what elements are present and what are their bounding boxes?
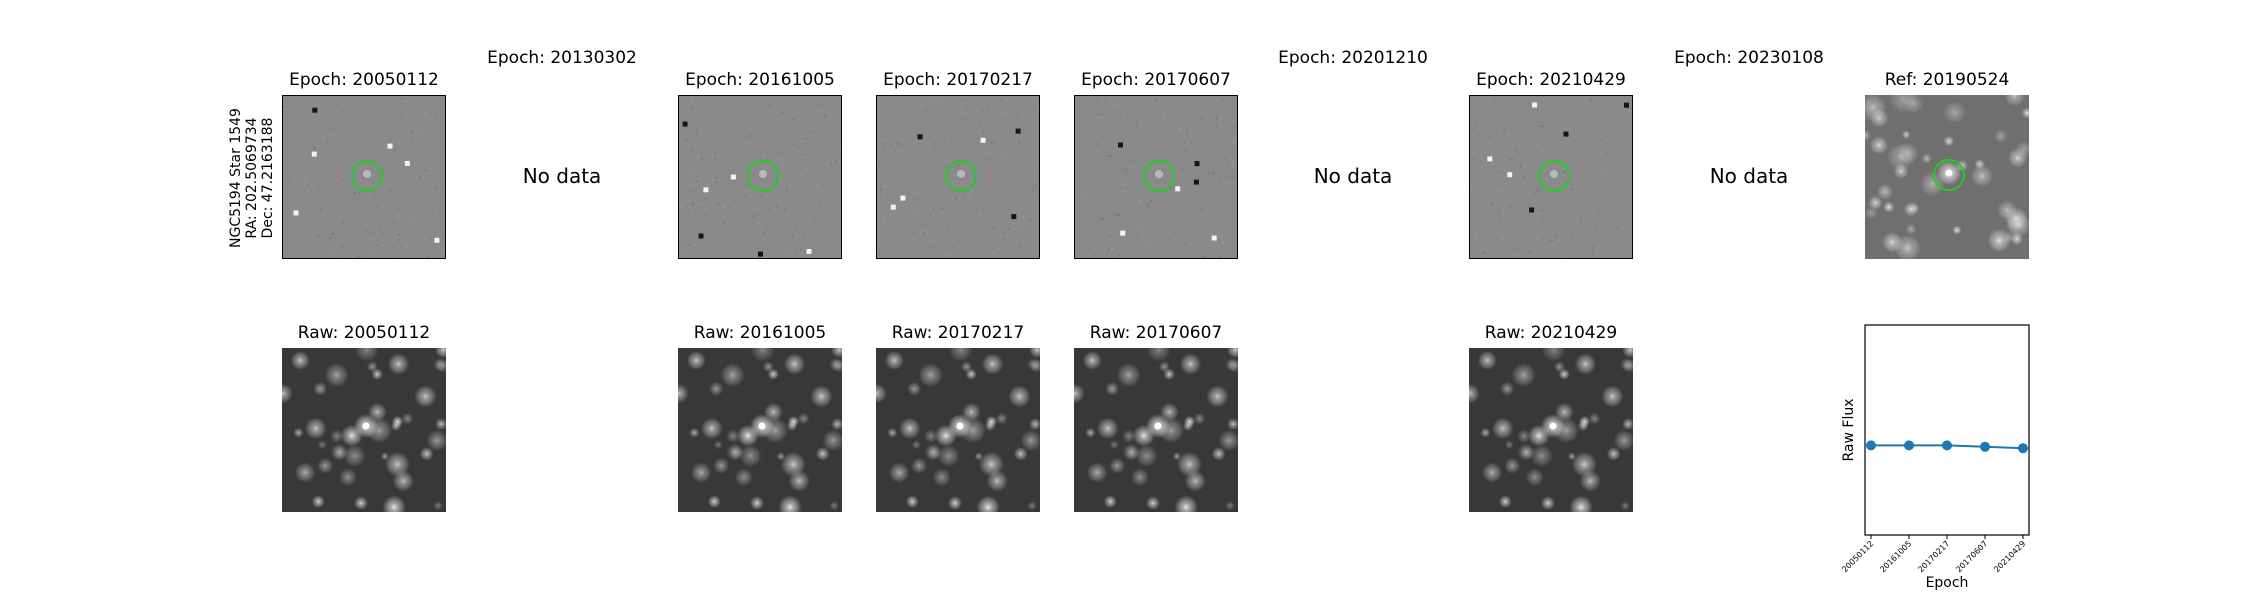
target-label: NGC5194 Star 1549 RA: 202.5069734 Dec: 4… [228, 108, 276, 248]
flux-chart: 20050112 20161005 20170217 20170607 20210429… [1840, 324, 2030, 591]
raw-image-panel [1469, 348, 1633, 512]
epoch-title: Epoch: 20170217 [883, 70, 1033, 90]
flux-point [1904, 440, 1914, 451]
chart-axes-frame [1864, 324, 2030, 536]
diff-image [679, 96, 841, 258]
reference-image-panel [1865, 95, 2029, 259]
raw-image [876, 348, 1040, 512]
flux-point [1980, 441, 1990, 452]
raw-title: Raw: 20170217 [891, 323, 1025, 343]
x-tick-label: 20161005 [1878, 539, 1913, 574]
reference-title: Ref: 20190524 [1884, 70, 2010, 90]
diff-image [283, 96, 445, 258]
flux-point [2018, 443, 2028, 454]
x-axis-label: Epoch [1926, 575, 1969, 591]
no-data-label: No data [1313, 164, 1393, 188]
reference-image [1865, 95, 2029, 259]
x-tick-label: 20170217 [1916, 539, 1951, 574]
raw-image [1074, 348, 1238, 512]
raw-image-panel [1074, 348, 1238, 512]
raw-image-panel [678, 348, 842, 512]
flux-point [1942, 440, 1952, 451]
epoch-title: Epoch: 20161005 [685, 70, 835, 90]
raw-image-panel [282, 348, 446, 512]
raw-image [678, 348, 842, 512]
diff-image-panel [1469, 95, 1633, 259]
epoch-title: Epoch: 20130302 [487, 48, 637, 68]
diff-image-panel [678, 95, 842, 259]
y-axis-label: Raw Flux [1841, 399, 1857, 462]
raw-title: Raw: 20161005 [693, 323, 827, 343]
epoch-title: Epoch: 20210429 [1476, 70, 1626, 90]
no-data-label: No data [1709, 164, 1789, 188]
diff-image [877, 96, 1039, 258]
raw-title: Raw: 20050112 [297, 323, 431, 343]
target-ra: RA: 202.5069734 [244, 117, 260, 239]
flux-point [1866, 440, 1876, 451]
diff-image-panel [1074, 95, 1238, 259]
epoch-title: Epoch: 20050112 [289, 70, 439, 90]
epoch-title: Epoch: 20201210 [1278, 48, 1428, 68]
raw-image [282, 348, 446, 512]
epoch-title: Epoch: 20170607 [1081, 70, 1231, 90]
diff-image-panel [876, 95, 1040, 259]
diff-image [1075, 96, 1237, 258]
raw-title: Raw: 20210429 [1484, 323, 1618, 343]
diff-image [1470, 96, 1632, 258]
target-name: NGC5194 Star 1549 [228, 108, 244, 248]
raw-image-panel [876, 348, 1040, 512]
x-tick-label: 20050112 [1840, 539, 1875, 574]
no-data-label: No data [522, 164, 602, 188]
target-dec: Dec: 47.2163188 [260, 117, 276, 239]
diff-image-panel [282, 95, 446, 259]
epoch-title: Epoch: 20230108 [1674, 48, 1824, 68]
x-tick-label: 20170607 [1954, 539, 1989, 574]
raw-image [1469, 348, 1633, 512]
raw-title: Raw: 20170607 [1089, 323, 1223, 343]
x-tick-label: 20210429 [1992, 539, 2027, 574]
